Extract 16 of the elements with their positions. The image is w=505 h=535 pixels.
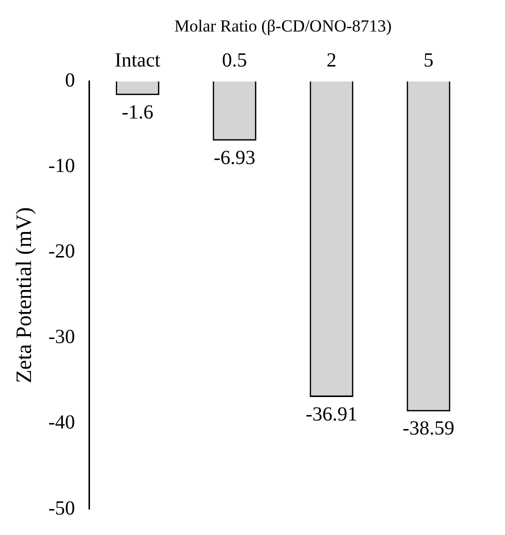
y-axis-title: Zeta Potential (mV) [10,207,36,384]
data-label: -6.93 [214,146,256,169]
y-tick-label: -40 [48,412,76,434]
data-label: -1.6 [122,101,154,124]
x-tick-label: Intact [114,50,161,72]
y-tick-label: -10 [48,155,76,178]
y-tick-label: -30 [48,326,76,348]
y-tick-label: -50 [48,497,76,520]
data-label: -38.59 [402,418,454,440]
y-tick-label: -20 [48,240,76,263]
x-tick-label: 0.5 [222,50,248,72]
x-axis-title: Molar Ratio (β-CD/ONO-8713) [174,16,392,36]
data-label: -36.91 [306,403,358,426]
x-tick-label: 2 [326,50,337,72]
y-tick-label: 0 [65,70,76,92]
x-tick-label: 5 [424,50,434,72]
